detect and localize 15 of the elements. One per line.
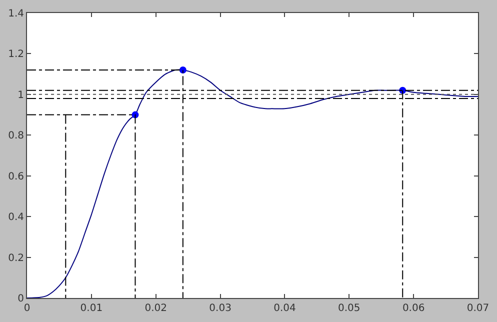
y-tick-label: 1.4 — [8, 8, 24, 20]
x-tick-label: 0.02 — [144, 303, 167, 314]
y-tick-label: 1 — [18, 90, 24, 101]
y-tick-label: 1.2 — [8, 49, 24, 60]
y-tick-label: 0.4 — [8, 212, 24, 224]
x-tick-label: 0.03 — [209, 303, 232, 314]
x-tick-label: 0.04 — [274, 303, 296, 314]
x-tick-label: 0.05 — [338, 303, 360, 314]
x-tick-label: 0.07 — [466, 303, 490, 314]
y-tick-label: 0 — [18, 294, 24, 304]
x-tick-label: 0.01 — [80, 303, 103, 314]
y-tick-label: 0.6 — [8, 171, 24, 182]
y-tick-label: 0.2 — [8, 252, 24, 264]
x-tick-label: 0.06 — [402, 303, 425, 314]
y-tick-label: 0.8 — [8, 130, 24, 142]
